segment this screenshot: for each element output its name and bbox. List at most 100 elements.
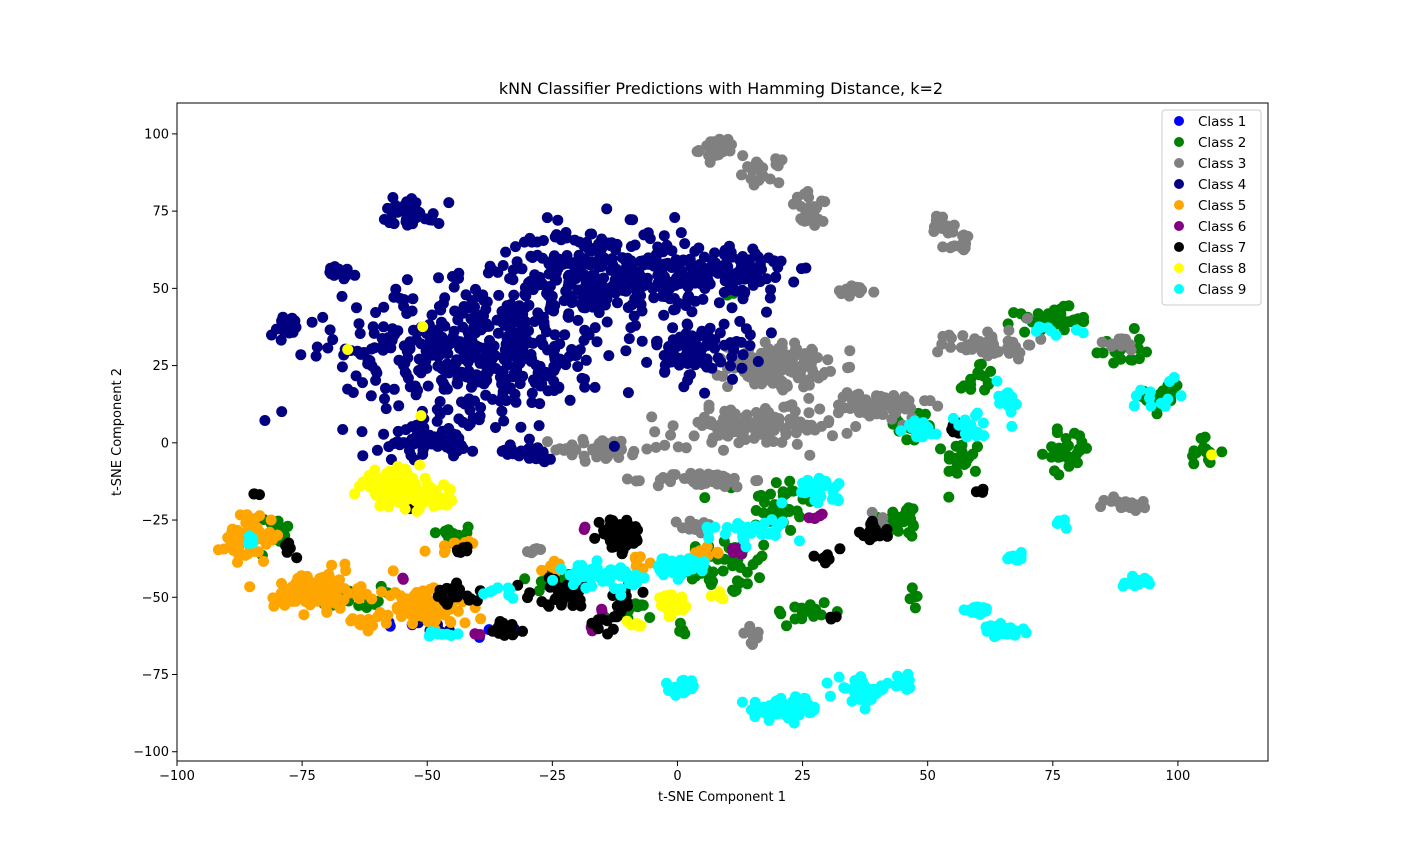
data-point <box>1144 392 1155 404</box>
data-point <box>376 586 388 598</box>
data-point <box>324 324 336 336</box>
data-point <box>453 272 464 284</box>
data-point <box>749 711 761 723</box>
data-point <box>388 383 400 395</box>
legend-box <box>1161 109 1262 306</box>
data-point <box>635 290 647 302</box>
data-point <box>411 334 422 346</box>
data-point <box>437 347 449 359</box>
data-point <box>712 469 723 481</box>
data-point <box>478 320 490 332</box>
data-point <box>552 263 564 275</box>
series-class-7 <box>248 416 989 641</box>
data-point <box>731 481 743 493</box>
data-point <box>682 358 694 369</box>
data-point <box>601 316 613 328</box>
data-point <box>726 251 738 263</box>
data-point <box>460 341 472 353</box>
data-point <box>497 623 509 635</box>
x-tick-label: −75 <box>288 769 315 784</box>
data-point <box>1098 494 1110 506</box>
data-point <box>622 387 634 399</box>
data-point <box>958 244 970 256</box>
data-point <box>578 450 590 462</box>
data-point <box>404 381 416 393</box>
data-point <box>603 350 615 362</box>
data-point <box>806 343 818 355</box>
data-point <box>659 439 671 451</box>
y-tick-label: −75 <box>142 668 169 683</box>
data-point <box>875 403 887 415</box>
data-point <box>526 547 537 559</box>
data-point <box>873 392 885 404</box>
data-point <box>401 274 413 286</box>
data-point <box>718 318 730 330</box>
data-point <box>512 579 524 591</box>
data-point <box>282 520 294 532</box>
data-point <box>1037 448 1048 460</box>
data-point <box>763 343 775 355</box>
x-axis-label: t-SNE Component 1 <box>658 790 786 805</box>
data-point <box>378 428 390 440</box>
data-point <box>1011 625 1023 637</box>
data-point <box>415 410 427 422</box>
data-point <box>409 432 421 444</box>
legend-marker <box>1174 221 1184 231</box>
data-point <box>681 318 693 330</box>
data-point <box>687 260 699 272</box>
data-point <box>555 563 567 575</box>
data-point <box>714 327 726 339</box>
data-point <box>670 516 682 528</box>
data-point <box>258 555 269 567</box>
data-point <box>667 469 678 481</box>
data-point <box>960 344 972 356</box>
data-point <box>501 300 513 312</box>
data-point <box>554 443 566 455</box>
data-point <box>533 585 545 597</box>
legend-label: Class 1 <box>1198 114 1246 130</box>
y-axis-label: t-SNE Component 2 <box>110 368 125 496</box>
series-class-9 <box>242 321 1187 729</box>
data-point <box>470 283 481 295</box>
data-point <box>752 475 764 486</box>
data-point <box>816 195 828 207</box>
data-point <box>417 321 429 333</box>
data-point <box>378 301 390 313</box>
data-point <box>339 583 351 595</box>
data-point <box>456 396 467 408</box>
data-point <box>485 350 497 362</box>
data-point <box>659 271 670 283</box>
data-point <box>819 480 831 491</box>
data-point <box>498 415 510 427</box>
data-point <box>970 409 982 421</box>
data-point <box>602 628 614 640</box>
data-point <box>355 348 367 360</box>
data-point <box>781 620 792 632</box>
data-point <box>1128 400 1140 412</box>
data-point <box>808 550 820 562</box>
data-point <box>755 424 767 436</box>
data-point <box>420 434 432 446</box>
data-point <box>872 527 884 539</box>
data-point <box>955 382 967 394</box>
data-point <box>977 486 988 498</box>
data-point <box>943 450 955 462</box>
data-point <box>621 473 633 485</box>
data-point <box>794 535 805 547</box>
data-point <box>353 318 365 330</box>
data-point <box>554 338 566 350</box>
data-point <box>626 537 638 549</box>
data-point <box>370 365 382 376</box>
data-point <box>641 443 653 455</box>
data-point <box>540 326 552 338</box>
data-point <box>719 405 731 417</box>
data-point <box>436 331 448 343</box>
data-point <box>537 338 549 350</box>
data-point <box>665 429 677 441</box>
data-point <box>777 516 789 528</box>
data-point <box>591 336 603 348</box>
data-point <box>601 203 613 215</box>
data-point <box>731 267 743 279</box>
data-point <box>501 332 513 344</box>
data-point <box>730 285 742 297</box>
